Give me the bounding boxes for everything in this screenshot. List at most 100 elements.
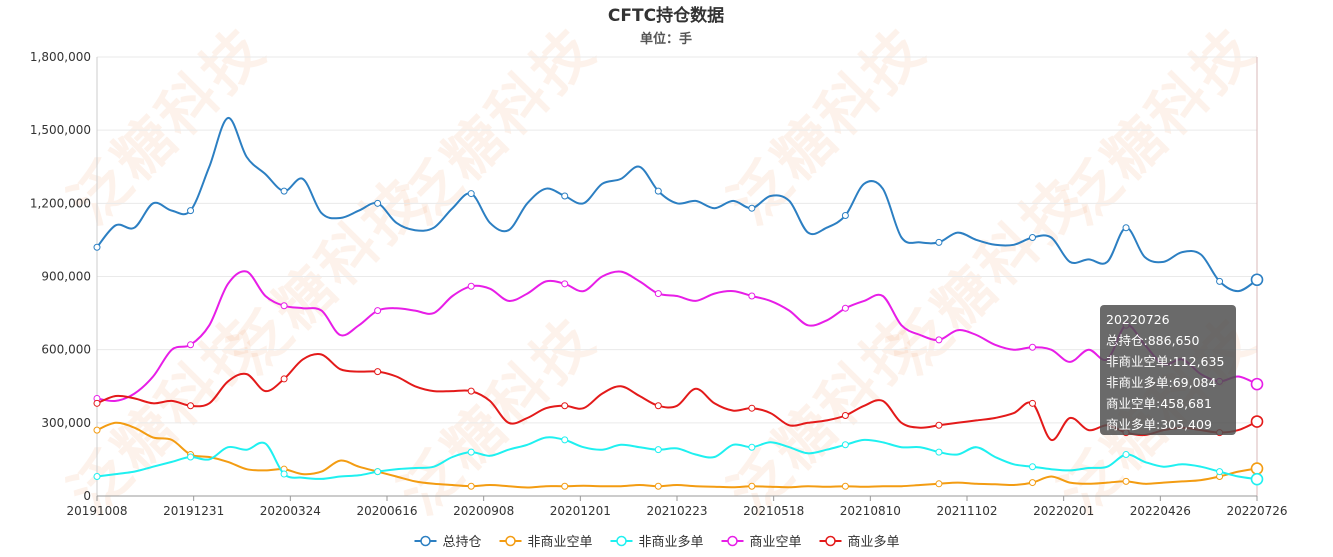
legend-swatch-marker <box>420 535 431 547</box>
legend-swatch-marker <box>825 535 836 547</box>
data-point[interactable] <box>1028 233 1036 241</box>
legend-label: 商业空单 <box>750 535 802 550</box>
series-line <box>96 436 1258 481</box>
series-4 <box>93 353 1264 441</box>
data-point[interactable] <box>1216 468 1224 476</box>
legend-swatch-marker <box>505 535 516 547</box>
data-point[interactable] <box>841 441 849 449</box>
legend-item-1[interactable]: 非商业空单 <box>499 535 593 550</box>
data-point[interactable] <box>467 448 475 456</box>
tooltip-row-commercial-long: 商业多单:305,409 <box>1106 417 1212 432</box>
data-point[interactable] <box>1028 463 1036 471</box>
data-point[interactable] <box>187 453 195 461</box>
y-tick-label: 1,800,000 <box>30 50 91 64</box>
data-point[interactable] <box>1028 343 1036 351</box>
data-point[interactable] <box>748 204 756 212</box>
legend-swatch-marker <box>727 535 738 547</box>
data-point[interactable] <box>1250 462 1264 475</box>
data-point[interactable] <box>1250 377 1264 391</box>
data-point[interactable] <box>935 238 943 246</box>
data-point[interactable] <box>1122 477 1130 485</box>
data-point[interactable] <box>374 307 382 315</box>
data-point[interactable] <box>1028 399 1036 407</box>
data-point[interactable] <box>467 190 475 198</box>
y-tick-label: 300,000 <box>41 416 91 430</box>
x-tick-label: 20220201 <box>1033 504 1094 518</box>
legend-label: 总持仓 <box>443 535 482 550</box>
data-point[interactable] <box>748 292 756 300</box>
data-point[interactable] <box>654 446 662 454</box>
series-0 <box>93 117 1264 293</box>
data-point[interactable] <box>1250 415 1264 428</box>
data-point[interactable] <box>280 302 288 310</box>
data-point[interactable] <box>467 282 475 290</box>
legend-swatch-marker <box>616 535 627 547</box>
legend-item-3[interactable]: 商业空单 <box>721 535 802 550</box>
data-point[interactable] <box>1250 472 1264 486</box>
data-point[interactable] <box>561 436 569 444</box>
series-line <box>96 117 1258 293</box>
data-point[interactable] <box>467 482 475 490</box>
data-point[interactable] <box>187 207 195 215</box>
tooltip-row-noncommercial-short: 非商业空单:112,635 <box>1106 354 1225 369</box>
data-point[interactable] <box>935 480 943 488</box>
data-point[interactable] <box>841 212 849 220</box>
data-point[interactable] <box>748 443 756 451</box>
data-point[interactable] <box>748 404 756 412</box>
data-point[interactable] <box>935 448 943 456</box>
tooltip-row-commercial-short: 商业空单:458,681 <box>1106 396 1212 411</box>
data-point[interactable] <box>654 402 662 410</box>
data-point[interactable] <box>561 280 569 288</box>
x-tick-label: 20220726 <box>1226 504 1287 518</box>
chart-title: CFTC持仓数据 <box>608 5 724 26</box>
data-point[interactable] <box>1028 479 1036 487</box>
legend-label: 非商业多单 <box>639 534 704 550</box>
legend-item-4[interactable]: 商业多单 <box>819 534 900 550</box>
data-point[interactable] <box>1122 224 1130 232</box>
data-point[interactable] <box>1250 273 1264 287</box>
data-point[interactable] <box>654 187 662 195</box>
x-tick-label: 20191008 <box>66 504 127 518</box>
data-point[interactable] <box>374 468 382 476</box>
data-point[interactable] <box>280 375 288 383</box>
data-point[interactable] <box>187 402 195 410</box>
data-point[interactable] <box>935 421 943 429</box>
data-point[interactable] <box>280 470 288 478</box>
data-point[interactable] <box>1216 277 1224 285</box>
tooltip-row-total: 总持仓:886,650 <box>1106 333 1200 348</box>
data-point[interactable] <box>93 426 101 434</box>
data-point[interactable] <box>841 482 849 490</box>
x-tick-label: 20200616 <box>356 504 417 518</box>
x-tick-label: 20200908 <box>453 504 514 518</box>
y-tick-label: 0 <box>83 489 91 503</box>
data-point[interactable] <box>935 336 943 344</box>
x-tick-label: 20210518 <box>743 504 804 518</box>
data-point[interactable] <box>187 341 195 349</box>
data-point[interactable] <box>561 402 569 410</box>
data-point[interactable] <box>374 368 382 376</box>
data-point[interactable] <box>280 187 288 195</box>
data-point[interactable] <box>654 482 662 490</box>
data-point[interactable] <box>93 399 101 407</box>
series-line <box>96 270 1258 403</box>
data-point[interactable] <box>1122 451 1130 459</box>
x-tick-label: 20220426 <box>1130 504 1191 518</box>
data-point[interactable] <box>561 482 569 490</box>
data-point[interactable] <box>467 387 475 395</box>
legend-label: 商业多单 <box>848 534 900 550</box>
data-point[interactable] <box>841 412 849 420</box>
x-tick-label: 20210810 <box>840 504 901 518</box>
data-point[interactable] <box>654 290 662 298</box>
data-point[interactable] <box>561 192 569 200</box>
chart-subtitle: 单位：手 <box>640 31 692 47</box>
data-point[interactable] <box>93 472 101 480</box>
legend-item-2[interactable]: 非商业多单 <box>610 534 704 550</box>
data-point[interactable] <box>93 243 101 251</box>
data-point[interactable] <box>748 482 756 490</box>
data-point[interactable] <box>374 199 382 207</box>
legend-item-0[interactable]: 总持仓 <box>414 535 482 550</box>
data-point[interactable] <box>841 304 849 312</box>
x-tick-label: 20210223 <box>646 504 707 518</box>
y-tick-label: 1,500,000 <box>30 123 91 137</box>
